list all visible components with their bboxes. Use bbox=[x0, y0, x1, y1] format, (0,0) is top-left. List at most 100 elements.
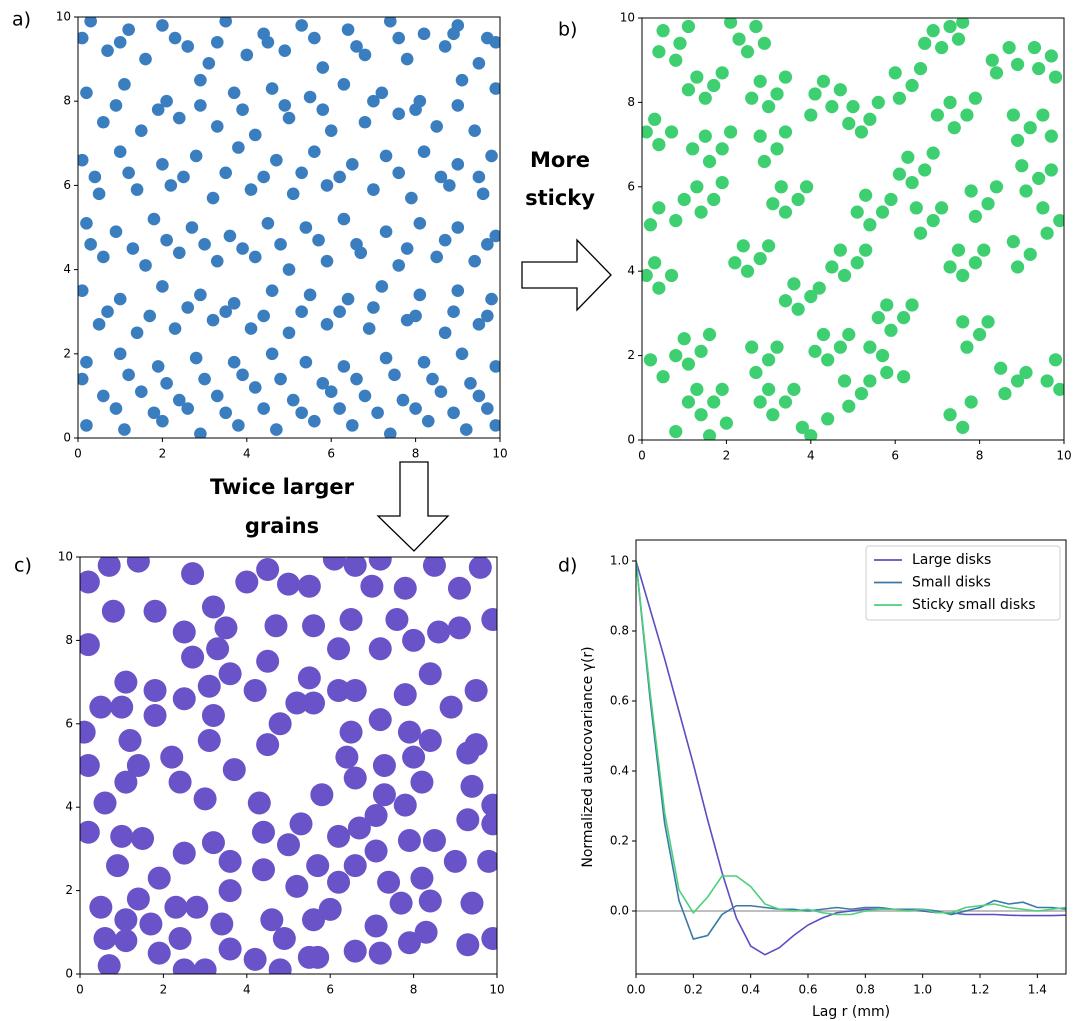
disk bbox=[652, 201, 666, 215]
disk bbox=[426, 372, 439, 386]
disk bbox=[316, 376, 330, 390]
disk bbox=[181, 645, 205, 669]
disk bbox=[669, 424, 683, 439]
disk bbox=[337, 78, 351, 91]
disk bbox=[118, 728, 142, 752]
disk bbox=[762, 239, 776, 253]
disk bbox=[460, 774, 484, 798]
disk bbox=[139, 259, 152, 272]
disk bbox=[833, 243, 847, 257]
plot-area bbox=[78, 17, 500, 438]
disk bbox=[468, 124, 481, 137]
disk bbox=[193, 787, 217, 811]
disk bbox=[753, 251, 767, 266]
disk bbox=[201, 703, 225, 727]
disk bbox=[248, 250, 262, 264]
disk bbox=[350, 372, 363, 386]
disk bbox=[143, 703, 167, 727]
disk bbox=[753, 395, 767, 409]
disk bbox=[194, 99, 207, 112]
disk bbox=[833, 340, 847, 354]
disk bbox=[749, 365, 763, 380]
disk bbox=[84, 17, 97, 28]
x-tick-label: 0.4 bbox=[741, 983, 760, 997]
disk bbox=[109, 402, 123, 415]
disk bbox=[327, 637, 351, 661]
arrow-right bbox=[521, 238, 612, 312]
disk bbox=[364, 839, 388, 863]
disk bbox=[350, 238, 363, 251]
disk bbox=[434, 385, 448, 398]
disk bbox=[295, 406, 308, 420]
disk bbox=[270, 423, 283, 436]
disk bbox=[724, 125, 738, 139]
x-tick-label: 4 bbox=[243, 447, 251, 461]
disk bbox=[481, 608, 497, 632]
disk bbox=[1010, 57, 1025, 72]
disk bbox=[324, 124, 338, 137]
disk bbox=[257, 170, 270, 184]
disk bbox=[156, 280, 169, 293]
disk bbox=[260, 908, 284, 932]
disk bbox=[842, 399, 856, 413]
disk bbox=[201, 831, 225, 855]
y-tick-label: 6 bbox=[65, 716, 73, 730]
disk bbox=[88, 170, 102, 184]
annotation: grains bbox=[245, 514, 319, 538]
disk bbox=[219, 166, 232, 180]
disk bbox=[935, 201, 949, 215]
annotation: Twice larger bbox=[210, 475, 355, 499]
disk bbox=[243, 678, 267, 702]
disk bbox=[397, 829, 421, 853]
y-tick-label: 2 bbox=[627, 348, 635, 362]
disk bbox=[367, 94, 380, 108]
disk bbox=[859, 243, 873, 257]
x-tick-label: 0.6 bbox=[798, 983, 817, 997]
disk bbox=[994, 361, 1008, 375]
disk bbox=[218, 849, 242, 873]
disk bbox=[909, 201, 923, 215]
disk bbox=[863, 112, 877, 126]
disk bbox=[648, 112, 662, 126]
disk bbox=[989, 66, 1004, 80]
disk bbox=[101, 599, 125, 623]
disk bbox=[214, 616, 238, 640]
x-tick-label: 8 bbox=[410, 983, 418, 997]
disk bbox=[443, 179, 456, 192]
legend-box bbox=[865, 545, 1061, 621]
disk bbox=[89, 895, 113, 919]
disk bbox=[289, 812, 313, 836]
disk bbox=[206, 313, 220, 327]
disk bbox=[372, 783, 396, 807]
disk bbox=[210, 254, 224, 268]
disk bbox=[413, 216, 427, 230]
disk bbox=[375, 86, 389, 100]
disk bbox=[364, 804, 388, 828]
disk bbox=[143, 678, 167, 702]
disk bbox=[960, 340, 974, 354]
disk bbox=[791, 302, 805, 316]
x-tick-label: 0.0 bbox=[626, 983, 645, 997]
axes-frame bbox=[635, 539, 1067, 975]
disk bbox=[837, 374, 852, 388]
disk bbox=[156, 414, 169, 428]
disk bbox=[762, 100, 776, 114]
disk bbox=[464, 733, 488, 757]
disk bbox=[78, 372, 89, 386]
disk bbox=[93, 927, 117, 951]
disk bbox=[164, 895, 188, 919]
disk bbox=[126, 242, 140, 255]
disk bbox=[172, 393, 186, 407]
disk bbox=[1010, 133, 1025, 147]
disk bbox=[690, 180, 704, 194]
disk bbox=[935, 40, 949, 55]
disk bbox=[421, 414, 435, 428]
disk bbox=[863, 374, 877, 388]
disk bbox=[156, 19, 169, 32]
disk bbox=[859, 188, 873, 202]
disk bbox=[443, 849, 467, 873]
disk bbox=[257, 402, 270, 415]
disk bbox=[109, 225, 123, 239]
x-tick-label: 2 bbox=[160, 983, 168, 997]
